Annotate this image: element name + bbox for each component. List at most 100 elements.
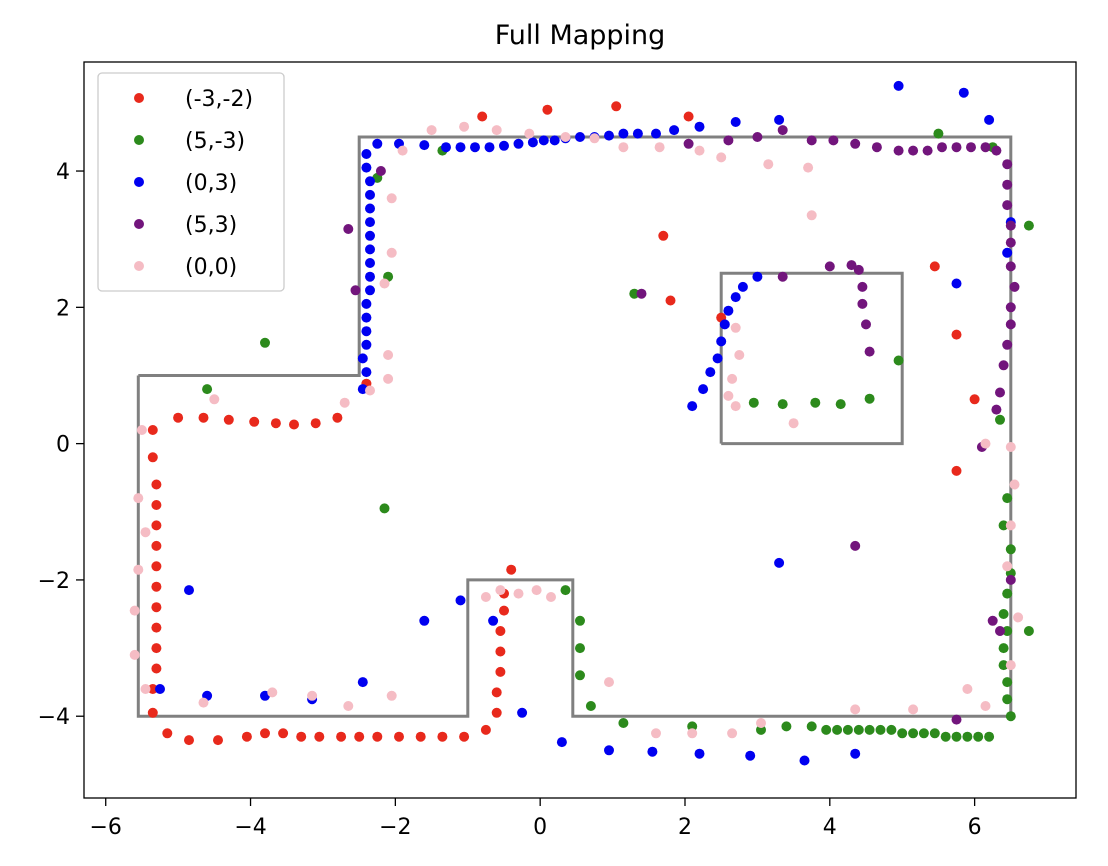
data-point bbox=[875, 724, 886, 735]
plot-frame bbox=[83, 61, 1077, 799]
data-point bbox=[365, 203, 375, 214]
legend-box bbox=[97, 72, 285, 292]
x-tick-label: 2 bbox=[678, 815, 692, 840]
data-point bbox=[893, 80, 904, 91]
data-point bbox=[499, 605, 509, 616]
data-point bbox=[379, 503, 390, 514]
data-point bbox=[365, 271, 375, 282]
data-point bbox=[803, 162, 814, 173]
data-point bbox=[654, 142, 665, 153]
data-point bbox=[495, 666, 506, 677]
data-point bbox=[375, 166, 386, 176]
data-point bbox=[998, 609, 1009, 619]
x-tick-label: 0 bbox=[533, 815, 547, 840]
data-point bbox=[763, 159, 774, 170]
series-4 bbox=[129, 121, 1024, 739]
data-point bbox=[723, 390, 734, 401]
series-0 bbox=[147, 101, 980, 746]
x-tick-label: −2 bbox=[379, 815, 411, 840]
data-point bbox=[991, 145, 1002, 156]
data-point bbox=[151, 643, 162, 654]
data-point bbox=[998, 660, 1009, 671]
data-point bbox=[339, 397, 350, 408]
data-point bbox=[1005, 237, 1016, 248]
data-point bbox=[908, 145, 919, 156]
reference-map-outline bbox=[136, 135, 1013, 718]
data-point bbox=[933, 128, 944, 139]
data-point bbox=[365, 217, 375, 228]
data-point bbox=[951, 278, 962, 289]
x-axis: −6 −4 −2 0 2 4 6 bbox=[90, 798, 982, 840]
data-point bbox=[774, 557, 785, 568]
data-point bbox=[730, 117, 741, 127]
data-point bbox=[499, 140, 509, 151]
x-tick-label: −6 bbox=[90, 815, 122, 840]
data-point bbox=[632, 128, 643, 139]
data-point bbox=[973, 731, 984, 742]
data-point bbox=[361, 149, 372, 159]
data-point bbox=[202, 384, 213, 395]
data-point bbox=[184, 585, 194, 596]
data-point bbox=[716, 152, 727, 163]
data-point bbox=[737, 281, 748, 292]
data-point bbox=[575, 132, 585, 142]
data-point bbox=[777, 125, 788, 136]
data-point bbox=[556, 737, 567, 748]
data-point bbox=[683, 138, 694, 149]
data-point bbox=[777, 399, 788, 410]
data-point bbox=[133, 564, 144, 575]
data-point bbox=[419, 140, 430, 151]
data-point bbox=[386, 193, 397, 204]
data-point bbox=[857, 298, 868, 309]
data-point bbox=[810, 397, 821, 408]
data-point bbox=[647, 746, 658, 757]
legend-marker bbox=[134, 219, 144, 229]
data-point bbox=[922, 145, 933, 156]
data-point bbox=[980, 438, 991, 449]
data-point bbox=[1005, 544, 1016, 555]
data-point bbox=[995, 626, 1005, 636]
data-point bbox=[278, 728, 289, 739]
data-point bbox=[951, 465, 962, 476]
data-point bbox=[151, 581, 162, 592]
data-point bbox=[506, 564, 517, 575]
data-point bbox=[705, 367, 716, 378]
data-point bbox=[730, 322, 741, 333]
data-point bbox=[129, 649, 140, 660]
data-point bbox=[980, 701, 991, 711]
data-point bbox=[604, 745, 614, 756]
data-point bbox=[712, 353, 723, 364]
data-point bbox=[140, 684, 151, 694]
data-point bbox=[383, 373, 394, 384]
data-point bbox=[129, 605, 140, 616]
data-point bbox=[727, 373, 738, 384]
data-point bbox=[480, 724, 491, 735]
data-point bbox=[151, 500, 162, 510]
data-point bbox=[618, 142, 629, 153]
data-point bbox=[966, 142, 976, 153]
data-point bbox=[846, 260, 857, 271]
data-point bbox=[455, 142, 466, 153]
y-axis: −4 −2 0 2 4 bbox=[38, 160, 84, 730]
data-point bbox=[531, 585, 542, 596]
data-point bbox=[734, 350, 745, 360]
data-point bbox=[669, 125, 680, 136]
data-point bbox=[336, 731, 347, 742]
data-point bbox=[1002, 694, 1013, 705]
y-tick-label: −4 bbox=[38, 705, 70, 730]
data-point bbox=[140, 527, 151, 538]
data-point bbox=[1002, 339, 1013, 350]
data-point bbox=[850, 748, 861, 759]
data-point bbox=[357, 353, 368, 364]
data-point bbox=[1005, 660, 1016, 671]
data-point bbox=[1023, 220, 1034, 231]
data-point bbox=[365, 258, 375, 268]
data-point bbox=[354, 731, 365, 742]
data-point bbox=[987, 615, 998, 626]
data-point bbox=[1005, 220, 1016, 231]
data-point bbox=[604, 677, 614, 688]
data-point bbox=[365, 385, 375, 396]
data-point bbox=[969, 394, 980, 405]
series-2 bbox=[155, 80, 1016, 766]
data-point bbox=[940, 731, 951, 742]
